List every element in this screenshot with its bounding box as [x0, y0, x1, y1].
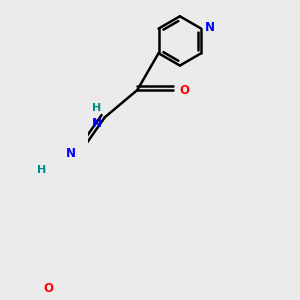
- Text: H: H: [92, 103, 101, 113]
- Text: H: H: [37, 165, 46, 175]
- Text: O: O: [43, 282, 53, 295]
- Text: N: N: [92, 117, 101, 130]
- Text: N: N: [205, 21, 215, 34]
- Text: N: N: [66, 147, 76, 160]
- Text: O: O: [179, 83, 189, 97]
